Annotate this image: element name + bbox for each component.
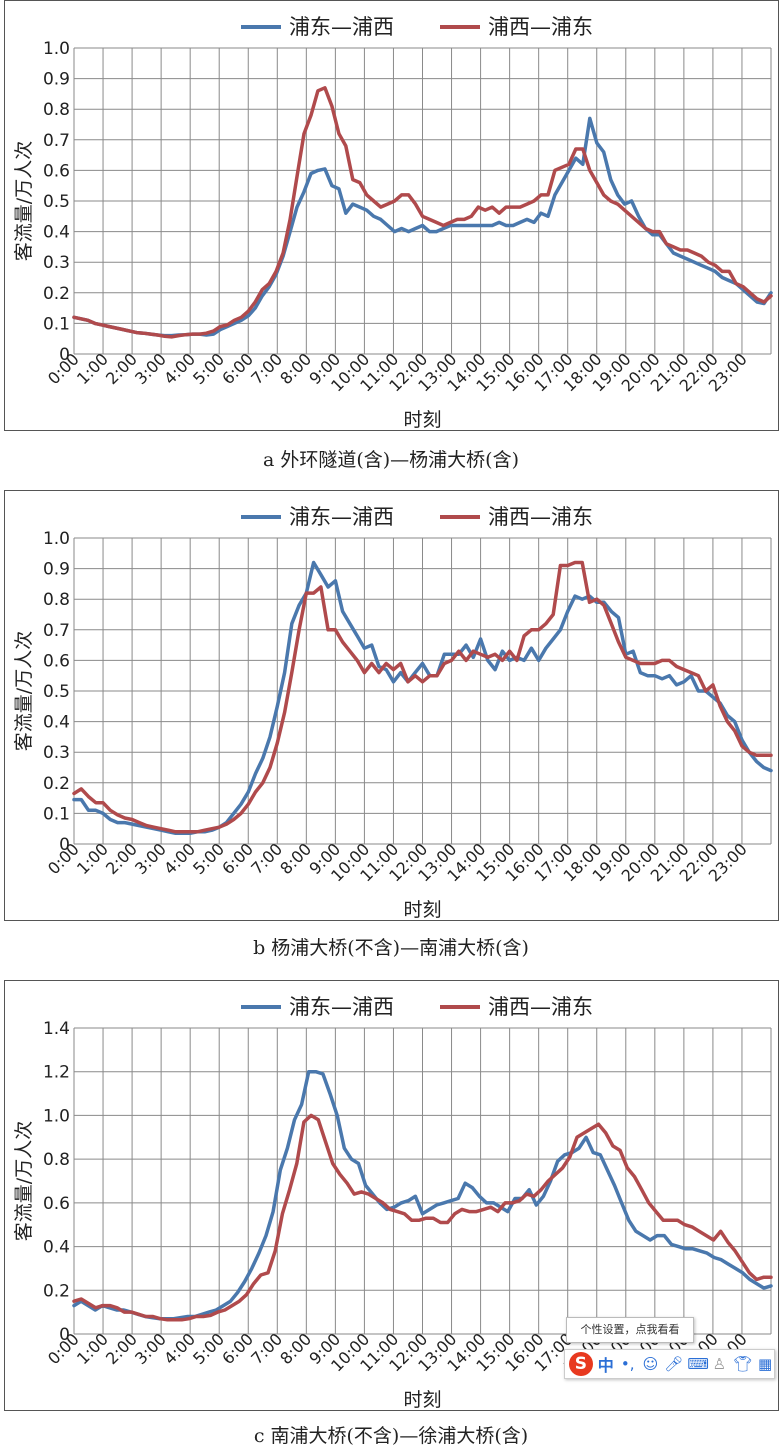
chart-caption-a: a 外环隧道(含)—杨浦大桥(含)	[262, 449, 520, 471]
y-tick-label: 0.9	[43, 560, 70, 580]
y-tick-label: 0.7	[43, 621, 70, 641]
y-tick-label: 0.6	[43, 161, 70, 181]
x-tick-label: 6:00	[218, 349, 257, 388]
line-chart-a: 0 0.1 0.2 0.3 0.4 0.5 0.6 0.7 0.8 0.9 1.0 0:001:002…	[13, 15, 773, 431]
y-tick-label: 0.4	[43, 1238, 70, 1258]
x-tick-label: 2:00	[102, 839, 141, 878]
x-tick-label: 5:00	[189, 839, 228, 878]
y-tick-label: 0.4	[43, 713, 70, 733]
y-tick-label: 1.2	[43, 1063, 70, 1083]
y-tick-label: 0	[59, 345, 70, 365]
skin-shirt-icon[interactable]: 👕︎	[733, 1355, 753, 1373]
sogou-logo-icon[interactable]: S	[569, 1352, 593, 1376]
y-axis-title: 客流量/万人次	[13, 141, 35, 261]
y-tick-label: 0.9	[43, 70, 70, 90]
y-tick-label: 1.0	[43, 39, 70, 59]
x-tick-label: 2:00	[102, 349, 141, 388]
x-tick-label: 3:00	[131, 349, 170, 388]
x-tick-label: 8:00	[276, 1329, 315, 1368]
x-tick-label: 5:00	[189, 349, 228, 388]
x-tick-label: 0:00	[44, 349, 83, 388]
y-tick-label: 0.8	[43, 100, 70, 120]
y-tick-label: 0	[59, 1325, 70, 1345]
chart-caption-c: c 南浦大桥(不含)—徐浦大桥(含)	[253, 1425, 529, 1447]
x-tick-label: 4:00	[160, 1329, 199, 1368]
x-tick-label: 2:00	[102, 1329, 141, 1368]
user-icon[interactable]: ♙	[712, 1355, 727, 1373]
x-tick-label: 1:00	[73, 839, 112, 878]
y-tick-label: 0.8	[43, 590, 70, 610]
x-tick-label: 6:00	[218, 839, 257, 878]
series-line	[72, 1113, 773, 1322]
legend-label: 浦西—浦东	[488, 15, 593, 39]
x-tick-label: 7:00	[247, 349, 286, 388]
legend-label: 浦西—浦东	[488, 505, 593, 529]
y-tick-label: 0.8	[43, 1150, 70, 1170]
ime-tooltip[interactable]: 个性设置，点我看看	[566, 1317, 694, 1343]
y-tick-label: 0	[59, 835, 70, 855]
y-tick-label: 0.4	[43, 223, 70, 243]
x-tick-label: 3:00	[131, 839, 170, 878]
emoji-icon[interactable]: ☺	[642, 1355, 659, 1373]
x-axis-title: 时刻	[403, 409, 441, 431]
y-tick-label: 1.4	[43, 1019, 70, 1039]
x-tick-label: 1:00	[73, 349, 112, 388]
x-tick-label: 3:00	[131, 1329, 170, 1368]
legend-label: 浦东—浦西	[289, 505, 394, 529]
legend-label: 浦东—浦西	[289, 995, 394, 1019]
y-tick-label: 1.0	[43, 1106, 70, 1126]
series-line	[72, 86, 773, 339]
series-line	[72, 1069, 773, 1321]
x-tick-label: 7:00	[247, 1329, 286, 1368]
x-tick-label: 8:00	[276, 349, 315, 388]
legend-label: 浦西—浦东	[488, 995, 593, 1019]
x-tick-label: 6:00	[218, 1329, 257, 1368]
y-tick-label: 0.2	[43, 284, 70, 304]
y-tick-label: 1.0	[43, 529, 70, 549]
x-tick-label: 1:00	[73, 1329, 112, 1368]
chart-panel-c: 0 0.2 0.4 0.6 0.8 1.0 1.2 1.4 0:00 1:00 2:00 3:00 4:…	[4, 980, 779, 1411]
microphone-icon[interactable]: 🎤︎	[664, 1355, 684, 1373]
ime-mode-toggle[interactable]: 中	[597, 1356, 614, 1375]
line-chart-c: 0 0.2 0.4 0.6 0.8 1.0 1.2 1.4 0:001:002:003:004:…	[13, 995, 773, 1411]
x-tick-label: 4:00	[160, 839, 199, 878]
x-tick-label: 0:00	[44, 1329, 83, 1368]
y-tick-label: 0.7	[43, 131, 70, 151]
line-chart-b: 0 0.1 0.2 0.3 0.4 0.5 0.6 0.7 0.8 0.9 1.0 0:001:002…	[13, 505, 773, 921]
y-axis-title: 客流量/万人次	[13, 631, 35, 751]
toolbox-grid-icon[interactable]: ▦	[758, 1355, 773, 1373]
y-tick-label: 0.6	[43, 651, 70, 671]
keyboard-icon[interactable]: ⌨	[687, 1355, 710, 1373]
chart-panel-a: 0 0.1 0.2 0.3 0.4 0.5 0.6 0.7 0.8 0.9 1.0 0:00 1:00 2…	[4, 0, 779, 431]
chart-caption-b: b 杨浦大桥(不含)—南浦大桥(含)	[253, 937, 529, 959]
x-tick-label: 0:00	[44, 839, 83, 878]
ime-toolbar[interactable]: S 中 •, ☺ 🎤︎ ⌨ ♙ 👕︎ ▦	[564, 1349, 775, 1379]
x-axis-title: 时刻	[403, 1389, 441, 1411]
y-tick-label: 0.6	[43, 1194, 70, 1214]
chart-panel-b: 0 0.1 0.2 0.3 0.4 0.5 0.6 0.7 0.8 0.9 1.0 0:00 1:00 2…	[4, 490, 779, 921]
y-tick-label: 0.1	[43, 804, 70, 824]
x-tick-label: 5:00	[189, 1329, 228, 1368]
y-tick-label: 0.2	[43, 1281, 70, 1301]
y-tick-label: 0.3	[43, 253, 70, 273]
punctuation-toggle[interactable]: •,	[620, 1355, 635, 1373]
y-tick-label: 0.2	[43, 774, 70, 794]
y-axis-title: 客流量/万人次	[13, 1121, 35, 1241]
x-tick-label: 7:00	[247, 839, 286, 878]
y-tick-label: 0.1	[43, 314, 70, 334]
legend-label: 浦东—浦西	[289, 15, 394, 39]
y-tick-label: 0.5	[43, 682, 70, 702]
x-axis-title: 时刻	[403, 899, 441, 921]
x-tick-label: 8:00	[276, 839, 315, 878]
series-line	[72, 560, 773, 834]
x-tick-label: 4:00	[160, 349, 199, 388]
y-tick-label: 0.3	[43, 743, 70, 763]
y-tick-label: 0.5	[43, 192, 70, 212]
